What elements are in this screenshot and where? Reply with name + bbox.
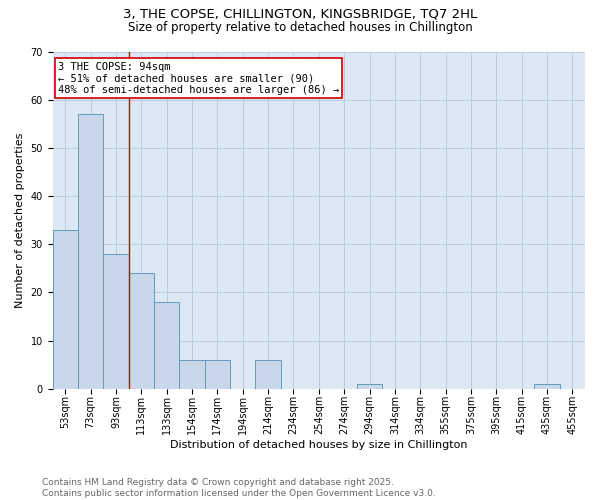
Y-axis label: Number of detached properties: Number of detached properties — [15, 132, 25, 308]
Bar — [357, 384, 382, 389]
Bar — [256, 360, 281, 389]
Bar — [78, 114, 103, 389]
Bar — [53, 230, 78, 389]
Bar — [103, 254, 129, 389]
Text: 3, THE COPSE, CHILLINGTON, KINGSBRIDGE, TQ7 2HL: 3, THE COPSE, CHILLINGTON, KINGSBRIDGE, … — [123, 8, 477, 20]
Text: 3 THE COPSE: 94sqm
← 51% of detached houses are smaller (90)
48% of semi-detache: 3 THE COPSE: 94sqm ← 51% of detached hou… — [58, 62, 339, 95]
Bar — [535, 384, 560, 389]
Bar — [205, 360, 230, 389]
Bar — [129, 273, 154, 389]
X-axis label: Distribution of detached houses by size in Chillington: Distribution of detached houses by size … — [170, 440, 467, 450]
Bar — [179, 360, 205, 389]
Bar — [154, 302, 179, 389]
Text: Size of property relative to detached houses in Chillington: Size of property relative to detached ho… — [128, 21, 472, 34]
Text: Contains HM Land Registry data © Crown copyright and database right 2025.
Contai: Contains HM Land Registry data © Crown c… — [42, 478, 436, 498]
